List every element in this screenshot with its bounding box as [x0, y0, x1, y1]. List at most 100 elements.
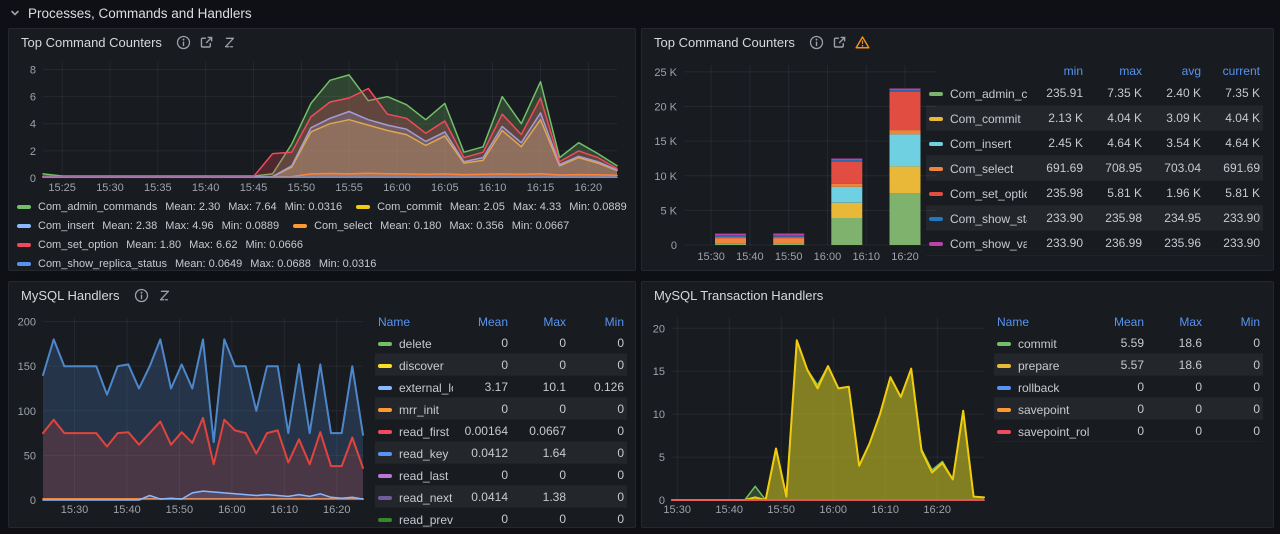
series-name[interactable]: Com_set_option: [38, 239, 119, 251]
series-name-cell[interactable]: read_prev: [375, 508, 453, 528]
series-name-cell[interactable]: Com_insert: [926, 131, 1027, 156]
series-name-cell[interactable]: mrr_init: [375, 398, 453, 420]
panel-title[interactable]: Top Command Counters: [21, 35, 162, 50]
series-name-cell[interactable]: delete: [375, 332, 453, 354]
column-header-Name[interactable]: Name: [997, 315, 1030, 329]
series-color-swatch: [929, 142, 943, 146]
table-row-Com_admin_commands: Com_admin_commands235.917.35 K2.40 K7.35…: [926, 81, 1263, 106]
value-cell-min: 2.45 K: [1027, 131, 1086, 156]
panel-mysql-transaction-handlers: MySQL Transaction Handlers 15:30 15:40 15:…: [641, 281, 1274, 528]
panel-header[interactable]: MySQL Handlers: [9, 282, 635, 309]
legend-table-wrap: Name Mean Max Min delete 0 0 0 discover 0 0 0 extern…: [375, 312, 627, 528]
column-header-max[interactable]: max: [1119, 64, 1142, 78]
series-name-cell[interactable]: Com_set_option: [926, 181, 1027, 206]
dashboard-row-header[interactable]: Processes, Commands and Handlers: [0, 0, 252, 26]
panel-header[interactable]: Top Command Counters: [642, 29, 1273, 56]
svg-text:16:05: 16:05: [431, 182, 459, 194]
column-header-current[interactable]: current: [1222, 64, 1260, 78]
panel-header-icons: [168, 35, 237, 50]
chevron-down-icon: [8, 6, 22, 20]
series-name-cell[interactable]: external_lock: [375, 376, 453, 398]
svg-text:50: 50: [24, 450, 36, 462]
column-header-min[interactable]: min: [1063, 64, 1083, 78]
legend-item-Com_select[interactable]: Com_select Mean: 0.180 Max: 0.356 Min: 0.06…: [293, 220, 569, 232]
column-header-name[interactable]: [926, 61, 1027, 81]
series-color-swatch: [17, 243, 31, 247]
info-icon[interactable]: [809, 35, 824, 50]
series-name-cell[interactable]: read_key: [375, 442, 453, 464]
panel-header[interactable]: Top Command Counters: [9, 29, 635, 56]
value-cell-max: 7.35 K: [1086, 81, 1145, 106]
series-name[interactable]: Com_show_replica_status: [38, 258, 168, 270]
value-cell-min: 233.90: [1027, 206, 1086, 231]
value-cell-Min: 0: [569, 420, 627, 442]
column-header-Max[interactable]: Max: [1179, 315, 1202, 329]
external-link-icon[interactable]: [199, 35, 214, 50]
legend-item-Com_commit[interactable]: Com_commit Mean: 2.05 Max: 4.33 Min: 0.0889: [356, 201, 627, 213]
svg-text:15:35: 15:35: [144, 182, 172, 194]
column-header-Min[interactable]: Min: [604, 315, 624, 329]
warning-icon[interactable]: [855, 35, 870, 50]
column-header-Mean[interactable]: Mean: [1113, 315, 1144, 329]
series-name-cell[interactable]: read_first: [375, 420, 453, 442]
panel-title[interactable]: MySQL Handlers: [21, 288, 120, 303]
info-icon[interactable]: [134, 288, 149, 303]
series-name-cell[interactable]: Com_show_variables: [926, 231, 1027, 256]
series-name-cell[interactable]: prepare: [994, 354, 1089, 376]
series-name-cell[interactable]: rollback: [994, 376, 1089, 398]
signature-icon[interactable]: [222, 35, 237, 50]
legend-item-Com_insert[interactable]: Com_insert Mean: 2.38 Max: 4.96 Min: 0.0889: [17, 220, 279, 232]
series-name[interactable]: Com_insert: [38, 220, 95, 232]
svg-text:2: 2: [30, 146, 36, 158]
value-cell-avg: 235.96: [1145, 231, 1204, 256]
value-cell-Min: 0: [569, 486, 627, 508]
series-name-cell[interactable]: read_next: [375, 486, 453, 508]
table-row-prepare: prepare 5.57 18.6 0: [994, 353, 1263, 376]
signature-icon[interactable]: [157, 288, 172, 303]
value-cell-Min: 0: [569, 332, 627, 354]
series-name-cell[interactable]: Com_select: [926, 156, 1027, 181]
value-cell-avg: 1.96 K: [1145, 181, 1204, 206]
column-header-Max[interactable]: Max: [543, 315, 566, 329]
value-cell-max: 236.99: [1086, 231, 1145, 256]
column-header-Name[interactable]: Name: [378, 315, 411, 329]
series-name-cell[interactable]: commit: [994, 332, 1089, 354]
column-header-Min[interactable]: Min: [1240, 315, 1260, 329]
external-link-icon[interactable]: [832, 35, 847, 50]
series-name[interactable]: Com_admin_commands: [38, 201, 158, 213]
column-header-avg[interactable]: avg: [1181, 64, 1201, 78]
value-cell-current: 4.64 K: [1204, 131, 1263, 156]
panel-title[interactable]: MySQL Transaction Handlers: [654, 288, 824, 303]
series-name: Com_show_status: [950, 212, 1027, 226]
chart-top-command-counters[interactable]: 15:25 15:30 15:35 15:40 15:45 15:50 15:55 16:00…: [17, 56, 625, 194]
value-cell-Mean: 0: [453, 332, 511, 354]
series-stat-min: Min: 0.0667: [511, 220, 570, 232]
value-cell-Max: 0.0667: [511, 420, 569, 442]
legend-item-Com_set_option[interactable]: Com_set_option Mean: 1.80 Max: 6.62 Min: 0.…: [17, 239, 303, 251]
series-stat-min: Min: 0.0666: [245, 239, 303, 251]
legend-item-Com_admin_commands[interactable]: Com_admin_commands Mean: 2.30 Max: 7.64 Min…: [17, 201, 342, 213]
table-row-Com_insert: Com_insert 2.45 K 4.64 K 3.54 K 4.64 K: [926, 131, 1263, 156]
series-name-cell[interactable]: savepoint: [994, 398, 1089, 420]
panel-header[interactable]: MySQL Transaction Handlers: [642, 282, 1273, 309]
series-name: savepoint_rollback: [1018, 424, 1089, 439]
series-name[interactable]: Com_commit: [377, 201, 442, 213]
panel-title[interactable]: Top Command Counters: [654, 35, 795, 50]
info-icon[interactable]: [176, 35, 191, 50]
series-color-swatch: [17, 224, 31, 228]
table-row-rollback: rollback 0 0 0: [994, 376, 1263, 398]
series-name-cell[interactable]: Com_show_status: [926, 206, 1027, 231]
series-name-cell[interactable]: Com_commit: [926, 106, 1027, 131]
chart-mysql-handlers[interactable]: 15:30 15:40 15:50 16:00 16:10 16:20 0 50 100 150 2…: [13, 312, 369, 516]
series-name-cell[interactable]: Com_admin_commands: [926, 81, 1027, 106]
series-name[interactable]: Com_select: [314, 220, 373, 232]
chart-top-command-counters-bars[interactable]: 15:30 15:40 15:50 16:00 16:10 16:20 0 5 K 10 K 15…: [648, 57, 946, 263]
series-name-cell[interactable]: discover: [375, 354, 453, 376]
chart-mysql-transaction-handlers[interactable]: 15:30 15:40 15:50 16:00 16:10 16:20 0 5 10 15 20: [646, 312, 990, 516]
svg-text:100: 100: [18, 406, 36, 418]
series-name: rollback: [1018, 380, 1060, 395]
column-header-Mean[interactable]: Mean: [477, 315, 508, 329]
series-name-cell[interactable]: read_last: [375, 464, 453, 486]
series-name-cell[interactable]: savepoint_rollback: [994, 420, 1089, 442]
legend-item-Com_show_replica_status[interactable]: Com_show_replica_status Mean: 0.0649 Max: …: [17, 258, 376, 270]
